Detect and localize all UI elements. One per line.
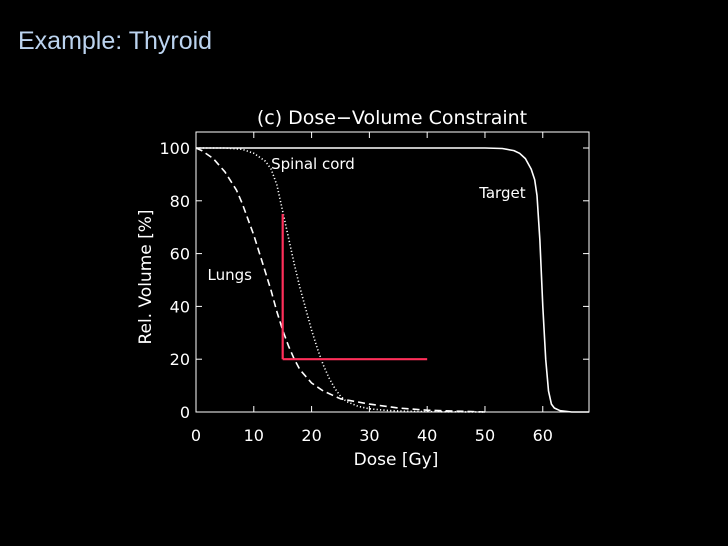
x-tick-label: 30 (359, 426, 379, 445)
series-line-spinal-cord (196, 147, 486, 413)
series-line-target (196, 147, 589, 413)
y-tick-label: 80 (170, 192, 190, 211)
axis-ticks: 0 10 20 30 40 50 60 0 20 40 60 80 100 (159, 132, 589, 445)
x-tick-label: 50 (475, 426, 495, 445)
y-tick-label: 40 (170, 297, 190, 316)
x-axis-label: Dose [Gy] (354, 450, 439, 470)
x-tick-label: 10 (244, 426, 264, 445)
y-tick-label: 100 (159, 139, 190, 158)
curve-label: Target (478, 184, 526, 202)
x-tick-label: 0 (191, 426, 201, 445)
slide-title: Example: Thyroid (18, 27, 213, 55)
y-tick-label: 20 (170, 350, 190, 369)
x-tick-label: 20 (301, 426, 321, 445)
y-tick-label: 0 (180, 403, 190, 422)
curve-label: Spinal cord (271, 155, 355, 173)
series-lines (195, 147, 589, 413)
x-tick-label: 40 (417, 426, 437, 445)
y-tick-label: 60 (170, 245, 190, 264)
plot-frame (195, 131, 590, 413)
y-axis-label: Rel. Volume [%] (136, 209, 156, 344)
chart-title: (c) Dose−Volume Constraint (257, 107, 527, 129)
x-tick-label: 60 (533, 426, 553, 445)
curve-labels: Spinal cord Target Lungs (208, 155, 526, 284)
series-line-lungs (195, 147, 486, 413)
curve-label: Lungs (208, 266, 253, 284)
constraint-lines (281, 214, 428, 361)
